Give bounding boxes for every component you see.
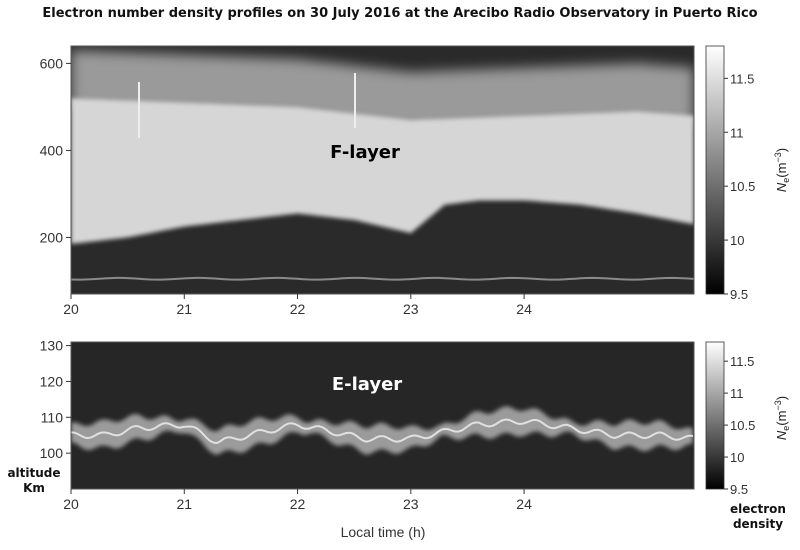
colorbar-tick-label: 10.5 xyxy=(730,418,755,433)
e-colorbar: 9.5 10 10.5 11 11.5 Ne(m−3) xyxy=(705,341,791,497)
e-colorbar-gradient xyxy=(705,341,725,490)
e-x-axis: 20 21 22 23 24 xyxy=(63,489,532,512)
altitude-unit-text: Km xyxy=(23,481,45,495)
x-tick-label: 24 xyxy=(516,301,532,317)
figure-title: Electron number density profiles on 30 J… xyxy=(42,6,758,21)
colorbar-tick-label: 9.5 xyxy=(730,287,748,302)
electron-density-label: electron density xyxy=(716,502,800,532)
colorbar-tick-label: 10.5 xyxy=(730,179,755,194)
density-text-1: electron xyxy=(730,502,786,516)
colorbar-tick-label: 11 xyxy=(730,386,744,401)
e-y-axis: 100 110 120 130 xyxy=(40,338,71,461)
f-layer-annotation: F-layer xyxy=(330,142,400,163)
x-tick-label: 23 xyxy=(403,496,419,512)
f-layer-panel: F-layer 200 400 600 20 21 22 23 24 xyxy=(40,45,695,317)
e-layer-band xyxy=(71,406,693,455)
altitude-label: altitude Km xyxy=(2,466,66,496)
colorbar-tick-label: 11 xyxy=(730,125,744,140)
y-tick-label: 100 xyxy=(40,445,64,461)
y-tick-label: 400 xyxy=(40,142,64,158)
f-panel-frame xyxy=(70,45,695,295)
f-colorbar: 9.5 10 10.5 11 11.5 Ne(m−3) xyxy=(705,45,791,302)
e-layer-core xyxy=(71,418,694,445)
e-panel-background xyxy=(71,342,694,489)
f-layer-band xyxy=(71,98,694,244)
x-axis-label: Local time (h) xyxy=(341,524,426,540)
x-tick-label: 22 xyxy=(290,301,306,317)
colorbar-tick-label: 9.5 xyxy=(730,482,748,497)
e-layer-annotation: E-layer xyxy=(332,374,402,395)
e-colorbar-label: Ne(m−3) xyxy=(773,396,791,440)
colorbar-tick-label: 10 xyxy=(730,450,744,465)
e-panel-frame xyxy=(70,341,695,490)
density-text-2: density xyxy=(732,517,784,531)
x-tick-label: 20 xyxy=(63,496,79,512)
e-layer-panel: E-layer 100 110 120 130 20 21 22 23 24 Local ti… xyxy=(40,338,695,540)
y-tick-label: 110 xyxy=(41,409,64,425)
x-tick-label: 24 xyxy=(516,496,532,512)
y-tick-label: 200 xyxy=(40,229,64,245)
f-layer-low-trace xyxy=(71,276,694,281)
x-tick-label: 23 xyxy=(403,301,419,317)
x-tick-label: 22 xyxy=(290,496,306,512)
y-tick-label: 130 xyxy=(40,338,64,354)
colorbar-tick-label: 10 xyxy=(730,233,744,248)
f-colorbar-gradient xyxy=(705,45,725,295)
f-colorbar-label: Ne(m−3) xyxy=(773,148,791,192)
x-tick-label: 21 xyxy=(176,301,192,317)
y-tick-label: 120 xyxy=(40,373,64,389)
x-tick-label: 21 xyxy=(176,496,192,512)
f-x-axis: 20 21 22 23 24 xyxy=(63,294,532,317)
colorbar-tick-label: 11.5 xyxy=(730,71,754,86)
f-y-axis: 200 400 600 xyxy=(40,55,71,245)
altitude-text: altitude xyxy=(7,466,61,480)
y-tick-label: 600 xyxy=(40,55,64,71)
colorbar-tick-label: 11.5 xyxy=(730,354,754,369)
x-tick-label: 20 xyxy=(63,301,79,317)
